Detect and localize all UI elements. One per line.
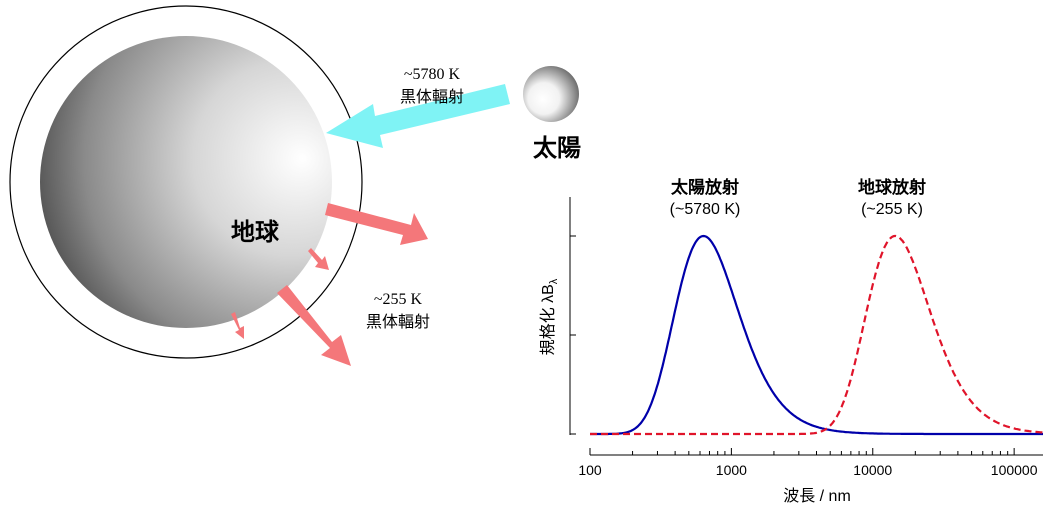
- x-tick-label: 100: [578, 462, 602, 478]
- outgoing-arrow-small-2: [231, 312, 244, 339]
- x-axis-label: 波長 / nm: [783, 487, 851, 505]
- y-axis-label: 規格化 λBλ: [539, 278, 560, 355]
- outgoing-type-label: 黒体輻射: [366, 313, 430, 331]
- incoming-type-label: 黒体輻射: [400, 88, 464, 106]
- x-tick-labels: 100 1000 10000 100000: [578, 462, 1037, 478]
- outgoing-arrow-large-2: [277, 285, 351, 366]
- spectrum-chart: 100 1000 10000 100000 太陽放射 (~5780 K) 地球放射 (…: [539, 177, 1043, 505]
- sun-label: 太陽: [533, 135, 581, 162]
- incoming-radiation-arrow: [326, 84, 510, 148]
- incoming-temp-label: ~5780 K: [404, 66, 461, 83]
- solar-radiation-curve: [590, 234, 1043, 436]
- earth-sphere: [40, 36, 332, 328]
- svg-text:規格化 λBλ: 規格化 λBλ: [539, 278, 560, 355]
- earth-label: 地球: [231, 219, 280, 246]
- solar-series-subtitle: (~5780 K): [670, 201, 741, 218]
- outgoing-arrow-small-1: [308, 248, 329, 270]
- earth-series-subtitle: (~255 K): [861, 201, 923, 218]
- earth-radiation-curve: [590, 234, 1043, 436]
- solar-series-title: 太陽放射: [671, 177, 739, 197]
- outgoing-arrow-large-1: [325, 203, 428, 245]
- x-tick-label: 1000: [716, 462, 747, 478]
- x-ticks: [589, 448, 1015, 455]
- earth-series-title: 地球放射: [858, 177, 926, 197]
- x-tick-label: 10000: [853, 462, 892, 478]
- x-tick-label: 100000: [991, 462, 1038, 478]
- outgoing-radiation-arrows: [231, 203, 428, 366]
- sun-sphere: [523, 66, 579, 122]
- outgoing-temp-label: ~255 K: [374, 291, 423, 308]
- y-ticks: [570, 235, 576, 435]
